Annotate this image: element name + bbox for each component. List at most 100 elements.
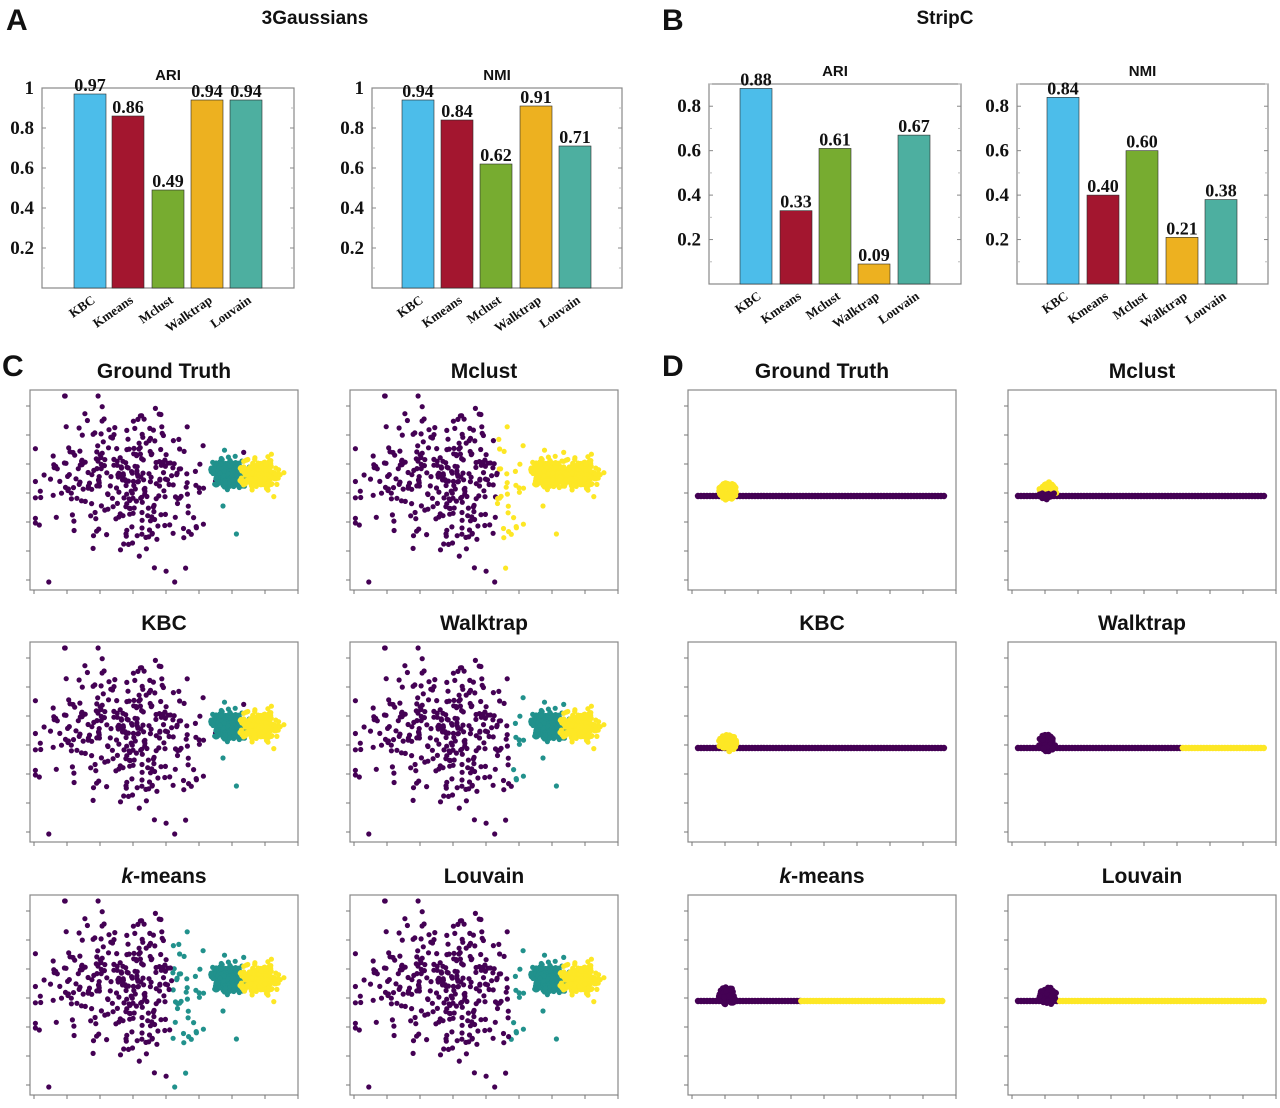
scatter-point bbox=[475, 523, 481, 529]
scatter-point bbox=[161, 740, 167, 746]
scatter-point bbox=[448, 488, 454, 494]
scatter-point bbox=[496, 718, 502, 724]
scatter-point bbox=[170, 482, 176, 488]
scatter-point bbox=[99, 909, 105, 915]
scatter-point bbox=[162, 463, 168, 469]
scatter-point bbox=[567, 716, 573, 722]
scatter-point bbox=[172, 831, 178, 837]
scatter-point bbox=[79, 457, 85, 463]
scatter-point bbox=[479, 676, 485, 682]
scatter-point bbox=[454, 533, 460, 539]
scatter-point bbox=[162, 715, 168, 721]
scatter-point bbox=[424, 1037, 430, 1043]
scatter-point bbox=[200, 948, 206, 954]
scatter-point bbox=[265, 992, 271, 998]
scatter-point bbox=[449, 540, 456, 546]
scatter-point bbox=[151, 565, 157, 571]
bar-mclust bbox=[151, 189, 185, 289]
scatter-point bbox=[102, 457, 108, 463]
scatter-point bbox=[466, 690, 472, 696]
scatter-point bbox=[416, 526, 422, 532]
scatter-point bbox=[65, 473, 71, 479]
scatter-point bbox=[591, 727, 598, 734]
scatter-point bbox=[58, 490, 65, 496]
scatter-point bbox=[373, 514, 379, 520]
scatter-point bbox=[170, 782, 176, 788]
scatter-point bbox=[63, 424, 69, 430]
scatter-point bbox=[530, 459, 536, 465]
scatter-point bbox=[38, 999, 44, 1006]
scatter-point bbox=[252, 456, 258, 462]
scatter-point bbox=[150, 427, 156, 433]
scatter-point bbox=[462, 740, 468, 746]
scatter-point bbox=[89, 738, 95, 744]
scatter-point bbox=[541, 468, 547, 474]
scatter-point bbox=[504, 732, 510, 738]
scatter-point bbox=[447, 497, 453, 503]
scatter-point bbox=[446, 446, 452, 452]
scatter-point bbox=[105, 445, 112, 451]
scatter-point bbox=[151, 509, 157, 515]
scatter-point bbox=[450, 510, 456, 516]
scatter-point bbox=[265, 487, 271, 493]
scatter-point bbox=[378, 490, 385, 496]
scatter-point bbox=[193, 1029, 199, 1035]
scatter-point bbox=[276, 467, 282, 473]
scatter-point bbox=[181, 953, 187, 959]
scatter-point bbox=[572, 708, 578, 714]
scatter-point bbox=[123, 482, 129, 489]
scatter-point bbox=[451, 505, 457, 511]
scatter-point bbox=[397, 700, 403, 706]
x-tick-label: Kmeans bbox=[1065, 288, 1111, 326]
scatter-point bbox=[162, 774, 168, 781]
scatter-point bbox=[154, 1041, 160, 1047]
scatter-point bbox=[272, 471, 278, 477]
scatter-point bbox=[409, 472, 415, 478]
bar-chart-title: ARI bbox=[155, 67, 181, 84]
scatter-point bbox=[98, 454, 104, 461]
scatter-point bbox=[79, 432, 85, 438]
scatter-point bbox=[361, 724, 367, 730]
scatter-point bbox=[69, 512, 75, 518]
bar-value-label: 0.21 bbox=[1166, 218, 1198, 238]
scatter-point bbox=[158, 446, 164, 453]
scatter-point bbox=[496, 688, 502, 694]
scatter-point bbox=[501, 787, 507, 793]
scatter-point bbox=[409, 486, 415, 492]
scatter-point bbox=[251, 482, 257, 488]
scatter-point bbox=[131, 950, 137, 956]
scatter-point bbox=[415, 443, 421, 449]
scatter-point bbox=[542, 732, 549, 738]
scatter-point bbox=[484, 729, 491, 735]
scatter-point bbox=[210, 470, 216, 477]
scatter-point bbox=[132, 486, 138, 492]
scatter-point bbox=[193, 776, 199, 782]
scatter-point bbox=[440, 472, 446, 478]
bar-mclust bbox=[1125, 150, 1159, 285]
scatter-point bbox=[139, 936, 145, 942]
scatter-point bbox=[450, 670, 456, 676]
scatter-point bbox=[114, 714, 120, 720]
scatter-point bbox=[457, 697, 463, 703]
scatter-point bbox=[134, 533, 140, 539]
scatter-point bbox=[418, 683, 424, 689]
scatter-point bbox=[420, 439, 426, 445]
scatter-point bbox=[520, 773, 526, 779]
scatter-point bbox=[210, 975, 216, 982]
scatter-point bbox=[109, 435, 116, 441]
scatter-point bbox=[585, 487, 591, 493]
scatter-point bbox=[391, 518, 397, 524]
scatter-point bbox=[105, 743, 111, 749]
scatter-point bbox=[134, 716, 140, 722]
scatter-point bbox=[352, 495, 358, 501]
scatter-point bbox=[483, 452, 489, 458]
scatter-point bbox=[158, 663, 164, 670]
scatter-point bbox=[167, 522, 173, 528]
scatter-point bbox=[457, 665, 463, 671]
scatter-point bbox=[134, 785, 140, 791]
scatter-point bbox=[550, 477, 556, 483]
scatter-point bbox=[74, 495, 80, 501]
scatter-point bbox=[110, 504, 116, 510]
bar-value-label: 0.94 bbox=[402, 81, 434, 101]
scatter-point bbox=[109, 940, 116, 946]
